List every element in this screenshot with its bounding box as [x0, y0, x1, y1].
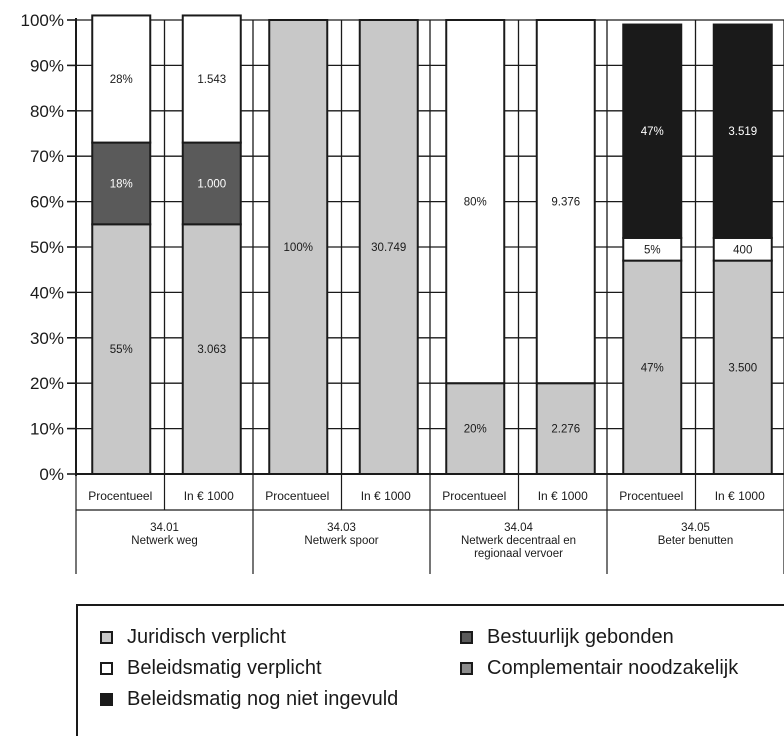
x-group-label: Beter benutten — [658, 535, 733, 547]
bar-value-label: 400 — [733, 244, 752, 256]
y-tick-label: 100% — [21, 11, 64, 30]
x-group-label: 34.04 — [504, 522, 533, 534]
x-category-label: In € 1000 — [715, 489, 765, 503]
y-tick-label: 0% — [39, 465, 64, 484]
x-group-label: 34.05 — [681, 522, 710, 534]
legend-swatch-nog-niet-ingevuld — [100, 693, 113, 706]
y-tick-label: 10% — [30, 420, 64, 439]
x-category-labels: Procentueel In € 1000 Procentueel In € 1000… — [76, 474, 784, 574]
y-tick-label: 30% — [30, 329, 64, 348]
x-group-label: regionaal vervoer — [474, 548, 563, 560]
legend-item-beleidsmatig: Beleidsmatig verplicht — [100, 657, 322, 680]
bar-value-label: 47% — [641, 126, 664, 138]
legend-item-nog-niet-ingevuld: Beleidsmatig nog niet ingevuld — [100, 688, 398, 711]
y-tick-label: 40% — [30, 283, 64, 302]
bar-value-label: 80% — [464, 197, 487, 209]
stacked-bar-chart: 55% 18% 28% 3.063 1.000 1.543 100% 30.749 20% 80%… — [0, 0, 784, 600]
x-category-label: Procentueel — [619, 489, 683, 503]
x-group-label: Netwerk spoor — [304, 535, 378, 547]
legend-item-juridisch: Juridisch verplicht — [100, 626, 286, 649]
bar-value-label: 3.500 — [728, 362, 757, 374]
legend: Juridisch verplicht Bestuurlijk gebonden… — [76, 604, 784, 736]
y-tick-label: 80% — [30, 102, 64, 121]
x-group-label: 34.03 — [327, 522, 356, 534]
bar-value-label: 55% — [110, 344, 133, 356]
y-tick-label: 70% — [30, 147, 64, 166]
legend-label-nog-niet-ingevuld: Beleidsmatig nog niet ingevuld — [127, 688, 398, 711]
bar-value-label: 28% — [110, 74, 133, 86]
x-group-label: Netwerk decentraal en — [461, 535, 576, 547]
bar-value-label: 47% — [641, 362, 664, 374]
bars — [92, 15, 772, 474]
x-category-label: In € 1000 — [538, 489, 588, 503]
legend-item-bestuurlijk: Bestuurlijk gebonden — [460, 626, 674, 649]
legend-label-complementair: Complementair noodzakelijk — [487, 657, 738, 680]
x-category-label: In € 1000 — [361, 489, 411, 503]
bar-value-label: 1.543 — [197, 74, 226, 86]
legend-swatch-complementair — [460, 662, 473, 675]
y-tick-label: 50% — [30, 238, 64, 257]
legend-item-complementair: Complementair noodzakelijk — [460, 657, 738, 680]
x-category-label: Procentueel — [442, 489, 506, 503]
x-category-label: Procentueel — [88, 489, 152, 503]
x-category-label: In € 1000 — [184, 489, 234, 503]
y-tick-label: 60% — [30, 193, 64, 212]
bar-value-label: 1.000 — [197, 178, 226, 190]
bar-value-label: 100% — [284, 242, 313, 254]
legend-swatch-juridisch — [100, 631, 113, 644]
legend-swatch-bestuurlijk — [460, 631, 473, 644]
bar-value-label: 3.063 — [197, 344, 226, 356]
bar-value-label: 9.376 — [551, 197, 580, 209]
bar-value-label: 30.749 — [371, 242, 406, 254]
x-group-label: Netwerk weg — [131, 535, 197, 547]
bar-value-label: 3.519 — [728, 126, 757, 138]
x-group-label: 34.01 — [150, 522, 179, 534]
y-tick-label: 90% — [30, 56, 64, 75]
bar-value-label: 20% — [464, 424, 487, 436]
legend-swatch-beleidsmatig — [100, 662, 113, 675]
legend-label-beleidsmatig: Beleidsmatig verplicht — [127, 657, 322, 680]
bar-value-label: 2.276 — [551, 424, 580, 436]
x-category-label: Procentueel — [265, 489, 329, 503]
legend-label-juridisch: Juridisch verplicht — [127, 626, 286, 649]
legend-label-bestuurlijk: Bestuurlijk gebonden — [487, 626, 674, 649]
bar-value-label: 5% — [644, 244, 661, 256]
y-tick-labels: 0% 10% 20% 30% 40% 50% 60% 70% 80% 90% 100% — [21, 11, 64, 484]
y-tick-label: 20% — [30, 374, 64, 393]
bar-value-label: 18% — [110, 178, 133, 190]
